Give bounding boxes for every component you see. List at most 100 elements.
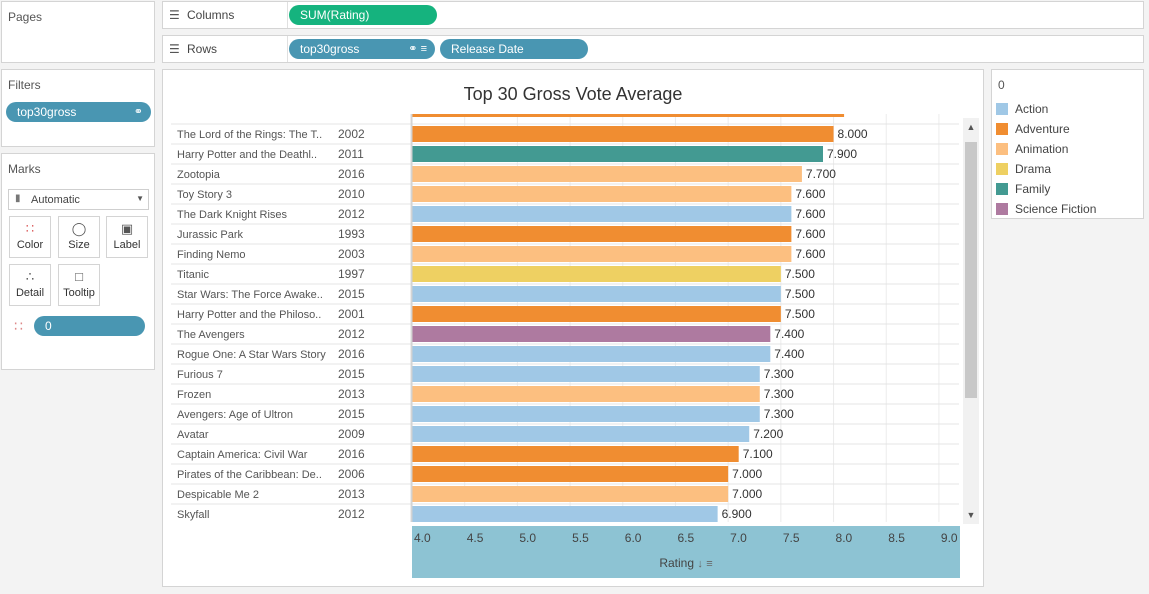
bar xyxy=(412,346,771,362)
axis-tick-label: 6.5 xyxy=(677,531,694,545)
scroll-down-icon[interactable]: ▼ xyxy=(966,510,976,520)
bar xyxy=(412,426,750,442)
filters-panel: Filters top30gross ⚭ xyxy=(1,69,155,147)
legend-item[interactable]: Action xyxy=(996,99,1048,119)
bar-value-label: 7.300 xyxy=(764,387,794,401)
bar-value-label: 7.500 xyxy=(785,287,815,301)
row-year-label: 2013 xyxy=(338,487,365,501)
bar xyxy=(412,306,781,322)
bar-value-label: 7.100 xyxy=(743,447,773,461)
row-title-label: Titanic xyxy=(177,269,209,281)
bar xyxy=(412,166,802,182)
bar-value-label: 7.400 xyxy=(774,347,804,361)
legend-label: Action xyxy=(1015,102,1049,116)
color-dots-icon: ∷ xyxy=(14,318,23,334)
columns-icon: ☰ xyxy=(169,8,180,22)
size-icon: ◯ xyxy=(71,221,87,236)
release-date-pill[interactable]: Release Date xyxy=(440,39,588,59)
sum-rating-pill[interactable]: SUM(Rating) xyxy=(289,5,437,25)
row-title-label: The Lord of the Rings: The T.. xyxy=(177,129,322,141)
bar-value-label: 7.300 xyxy=(764,407,794,421)
row-year-label: 2013 xyxy=(338,387,365,401)
detail-button[interactable]: ∴ Detail xyxy=(9,264,51,306)
row-year-label: 2016 xyxy=(338,347,365,361)
rating-axis-title-wrap: Rating ↓ ≡ xyxy=(412,556,960,570)
bar xyxy=(412,386,760,402)
row-title-label: Avatar xyxy=(177,429,209,441)
legend-swatch xyxy=(996,143,1008,155)
scroll-thumb[interactable] xyxy=(965,142,977,398)
axis-tick-label: 8.0 xyxy=(836,531,853,545)
bar xyxy=(412,446,739,462)
bar-value-label: 8.000 xyxy=(838,127,868,141)
bar-value-label: 7.600 xyxy=(795,247,825,261)
legend-label: Family xyxy=(1015,182,1051,196)
legend-item[interactable]: Science Fiction xyxy=(996,199,1096,219)
mark-type-dropdown[interactable]: ▮ Automatic ▼ xyxy=(8,189,149,210)
bar-value-label: 7.400 xyxy=(774,327,804,341)
row-year-label: 2016 xyxy=(338,447,365,461)
size-button[interactable]: ◯ Size xyxy=(58,216,100,258)
row-year-label: 2015 xyxy=(338,287,365,301)
legend-swatch xyxy=(996,203,1008,215)
bar xyxy=(412,246,792,262)
row-title-label: Avengers: Age of Ultron xyxy=(177,409,293,421)
bar xyxy=(412,146,823,162)
row-title-label: Jurassic Park xyxy=(177,229,244,241)
label-button[interactable]: ▣ Label xyxy=(106,216,148,258)
axis-tick-label: 4.5 xyxy=(467,531,484,545)
columns-shelf[interactable]: ☰ Columns SUM(Rating) xyxy=(162,1,1144,29)
rating-axis[interactable]: 4.0 4.5 5.0 5.5 6.0 6.5 7.0 7.5 8.0 8.5 9.0 Rating… xyxy=(412,526,960,578)
pages-title: Pages xyxy=(8,10,43,24)
color-field-pill-label: 0 xyxy=(45,319,52,333)
marks-panel: Marks ▮ Automatic ▼ ∷ Color ◯ Size ▣ Lab… xyxy=(1,153,155,370)
marks-title: Marks xyxy=(8,162,41,176)
top30gross-row-pill[interactable]: top30gross ⚭ ≡ xyxy=(289,39,435,59)
rows-shelf[interactable]: ☰ Rows top30gross ⚭ ≡ Release Date xyxy=(162,35,1144,63)
sort-icon: ≡ xyxy=(706,558,713,570)
columns-shelf-label: ☰ Columns xyxy=(169,2,234,28)
bar-chart: The Lord of the Rings: The T.. 2002 8.000 H… xyxy=(171,114,959,522)
row-year-label: 2012 xyxy=(338,327,365,341)
legend-item[interactable]: Adventure xyxy=(996,119,1070,139)
row-title-label: Furious 7 xyxy=(177,369,223,381)
row-year-label: 2015 xyxy=(338,407,365,421)
release-date-pill-label: Release Date xyxy=(451,42,524,56)
chevron-down-icon: ▼ xyxy=(136,194,144,203)
row-year-label: 2009 xyxy=(338,427,365,441)
legend-item[interactable]: Drama xyxy=(996,159,1051,179)
legend-title: 0 xyxy=(998,78,1005,92)
bar-value-label: 7.500 xyxy=(785,307,815,321)
chart-title: Top 30 Gross Vote Average xyxy=(463,84,683,104)
axis-tick-label: 5.0 xyxy=(519,531,536,545)
axis-tick-label: 5.5 xyxy=(572,531,589,545)
size-button-label: Size xyxy=(68,239,90,251)
row-title-label: Star Wars: The Force Awake.. xyxy=(177,289,323,301)
bar xyxy=(412,406,760,422)
legend-item[interactable]: Animation xyxy=(996,139,1068,159)
bar xyxy=(412,126,834,142)
color-field-pill[interactable]: 0 xyxy=(34,316,145,336)
bar xyxy=(412,466,729,482)
row-title-label: Despicable Me 2 xyxy=(177,489,259,501)
legend-item[interactable]: Family xyxy=(996,179,1050,199)
shelf-divider xyxy=(287,2,288,28)
vertical-scrollbar[interactable]: ▲ ▼ xyxy=(963,118,979,524)
top30gross-filter-pill[interactable]: top30gross ⚭ xyxy=(6,102,151,122)
bar-value-label: 7.900 xyxy=(827,147,857,161)
row-title-label: Finding Nemo xyxy=(177,249,245,261)
bar xyxy=(412,206,792,222)
row-year-label: 2016 xyxy=(338,167,365,181)
row-year-label: 2012 xyxy=(338,207,365,221)
top30gross-row-pill-label: top30gross xyxy=(300,42,360,56)
pin-icon: ↓ xyxy=(697,558,703,570)
color-button[interactable]: ∷ Color xyxy=(9,216,51,258)
legend-label: Drama xyxy=(1015,162,1052,176)
rating-axis-title: Rating xyxy=(659,556,695,570)
rows-label: Rows xyxy=(187,42,218,56)
axis-tick-label: 7.5 xyxy=(783,531,800,545)
tooltip-button[interactable]: □ Tooltip xyxy=(58,264,100,306)
axis-tick-label: 6.0 xyxy=(625,531,642,545)
bar-value-label: 7.600 xyxy=(795,187,825,201)
scroll-up-icon[interactable]: ▲ xyxy=(966,122,976,132)
